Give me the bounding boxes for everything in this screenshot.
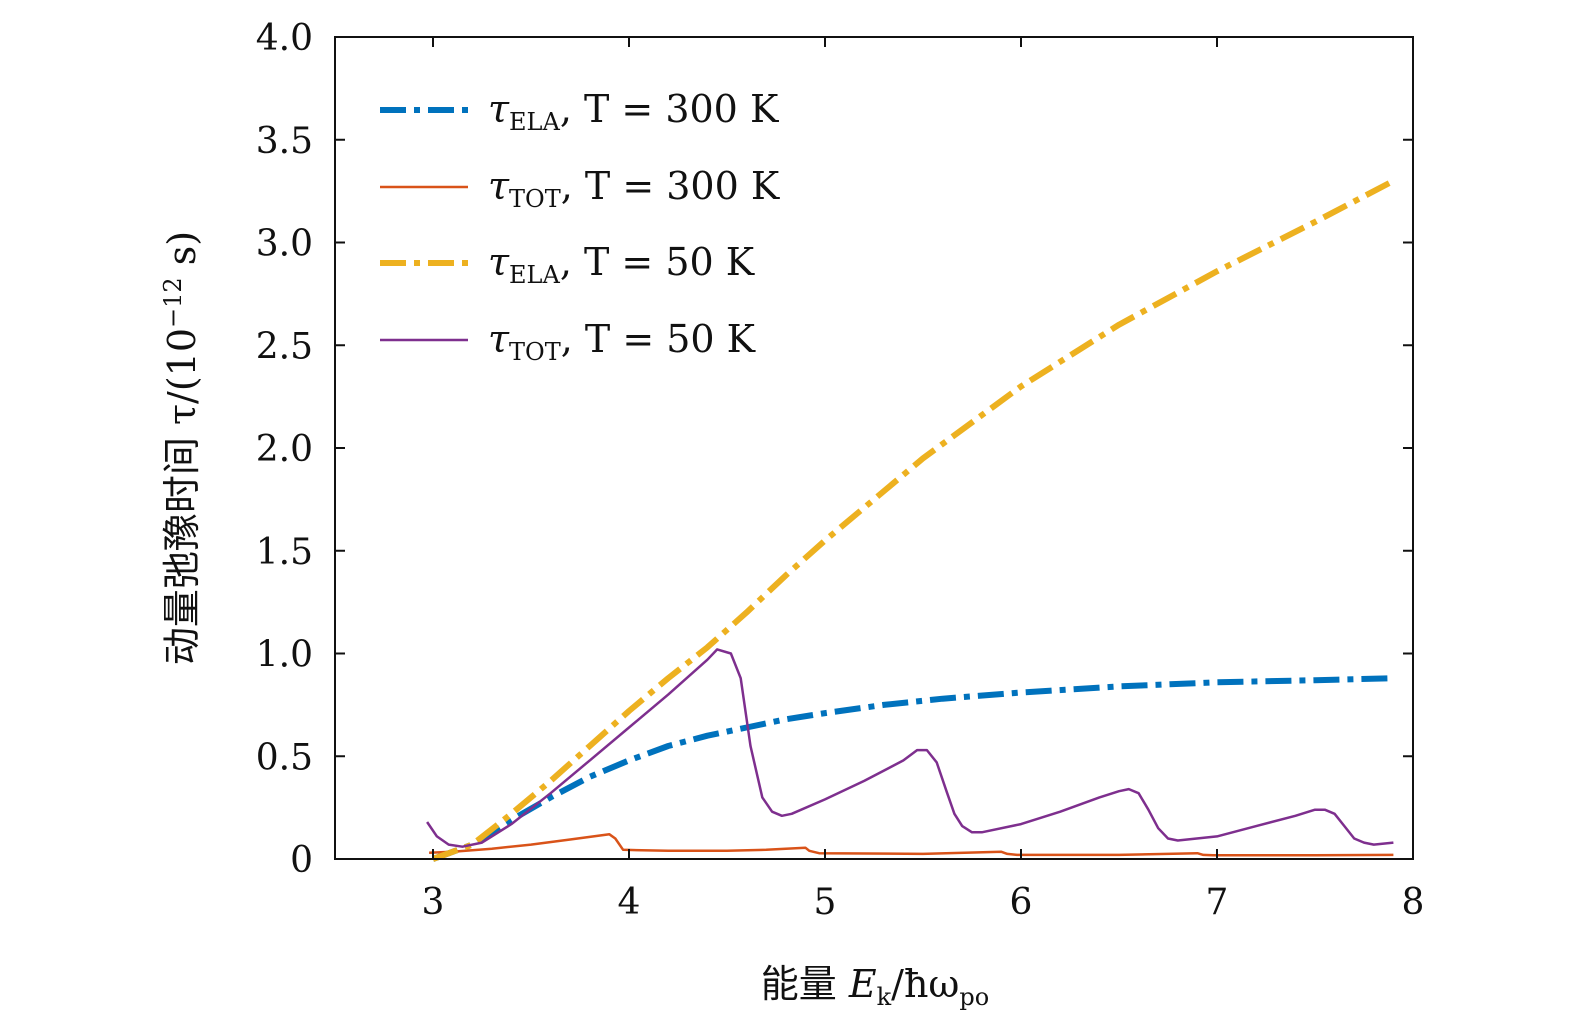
x-tick-label: 3 [422,882,445,923]
series-line-0 [431,675,1394,862]
y-tick-label: 1.0 [256,635,313,676]
y-axis-label: 动量弛豫时间 τ/(10−12 s) [159,231,204,665]
plot-frame [334,36,1414,860]
x-tick-label: 4 [618,882,641,923]
x-axis-ticks: 3 4 5 6 7 8 [422,37,1425,923]
y-tick-label: 2.5 [256,326,313,367]
data-layer [426,178,1395,862]
y-axis-ticks: 0 0.5 1.0 1.5 2.0 2.5 3.0 3.5 4.0 [256,18,1413,881]
legend: τELA, T = 300 K τTOT, T = 300 K τELA, T … [380,87,780,366]
legend-subscript: TOT [509,185,561,213]
y-tick-label: 0 [290,840,313,881]
legend-rest: , T = 50 K [560,240,755,284]
x-tick-label: 7 [1206,882,1229,923]
legend-rest: , T = 300 K [560,87,779,131]
legend-label-tot-300k: τTOT, T = 300 K [488,164,780,213]
legend-subscript: ELA [509,261,560,289]
legend-symbol: τ [488,317,510,361]
legend-entry-tot-300k: τTOT, T = 300 K [380,164,780,213]
y-tick-label: 4.0 [256,18,313,59]
legend-rest: , T = 300 K [561,164,780,208]
legend-symbol: τ [488,240,510,284]
legend-symbol: τ [488,164,510,208]
legend-entry-ela-50k: τELA, T = 50 K [380,240,755,289]
legend-entry-ela-300k: τELA, T = 300 K [380,87,779,136]
x-tick-label: 6 [1010,882,1033,923]
series-line-2 [431,178,1395,862]
x-axis-label: 能量 Ek/ħωpo [761,962,989,1011]
y-tick-label: 3.5 [256,121,313,162]
legend-rest: , T = 50 K [561,317,756,361]
y-tick-label: 2.0 [256,429,313,470]
legend-label-ela-50k: τELA, T = 50 K [488,240,755,289]
x-axis-label-slash: /ħω [891,962,959,1006]
y-axis-label-tail: s) [160,231,204,277]
legend-subscript: TOT [509,338,561,366]
y-axis-label-text: 动量弛豫时间 τ/(10 [160,328,204,665]
y-axis-label-sup: −12 [159,277,187,328]
legend-symbol: τ [488,87,510,131]
legend-subscript: ELA [509,108,560,136]
x-tick-label: 8 [1402,882,1425,923]
legend-label-ela-300k: τELA, T = 300 K [488,87,779,136]
x-axis-label-prefix: 能量 [761,962,849,1006]
series-line-3 [426,648,1394,848]
y-tick-label: 1.5 [256,532,313,573]
x-axis-label-slash-sub: po [959,983,989,1011]
legend-label-tot-50k: τTOT, T = 50 K [488,317,756,366]
series-line-1 [429,833,1394,857]
x-axis-label-var: E [848,962,877,1006]
x-axis-label-var-sub: k [877,983,892,1011]
x-tick-label: 5 [814,882,837,923]
y-tick-label: 3.0 [256,224,313,265]
y-tick-label: 0.5 [256,737,313,778]
legend-entry-tot-50k: τTOT, T = 50 K [380,317,756,366]
